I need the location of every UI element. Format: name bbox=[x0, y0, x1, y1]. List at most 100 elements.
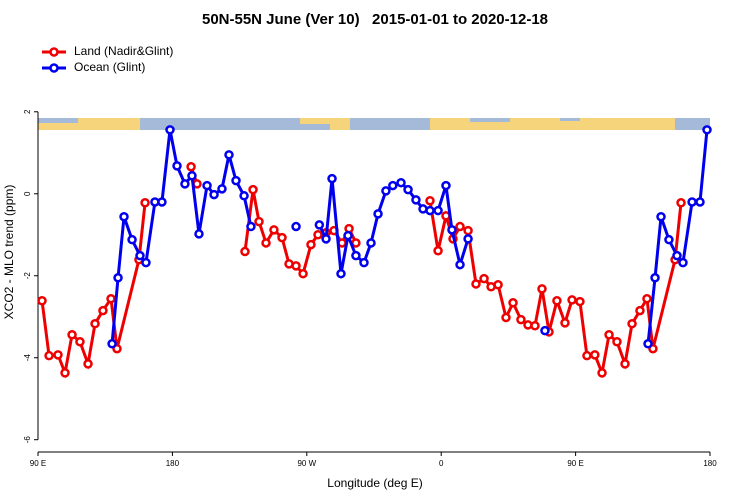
data-point bbox=[113, 273, 123, 283]
y-tick-label: -2 bbox=[23, 272, 32, 280]
data-point bbox=[635, 305, 645, 316]
data-point bbox=[447, 225, 457, 235]
data-point bbox=[627, 318, 637, 329]
data-point bbox=[540, 325, 550, 336]
data-point bbox=[127, 234, 137, 245]
data-point bbox=[217, 184, 227, 194]
data-point bbox=[411, 195, 421, 205]
data-point bbox=[381, 186, 391, 196]
data-point bbox=[254, 216, 264, 227]
data-point bbox=[239, 191, 249, 201]
data-point bbox=[479, 273, 489, 284]
data-point bbox=[140, 198, 150, 208]
data-point bbox=[366, 238, 376, 248]
chart-title: 50N-55N June (Ver 10) 2015-01-01 to 2020… bbox=[202, 11, 548, 28]
data-point bbox=[306, 239, 316, 250]
y-axis-label: XCO2 - MLO trend (ppm) bbox=[2, 185, 16, 320]
data-point bbox=[298, 268, 308, 279]
data-point bbox=[269, 225, 279, 235]
data-point bbox=[141, 257, 151, 268]
map-strip bbox=[38, 118, 710, 130]
series-line bbox=[317, 178, 470, 274]
data-point bbox=[240, 246, 250, 257]
x-axis-label: Longitude (deg E) bbox=[327, 476, 422, 490]
data-point bbox=[530, 321, 540, 331]
data-point bbox=[433, 205, 443, 216]
data-point bbox=[575, 296, 585, 307]
data-point bbox=[343, 230, 353, 241]
data-point bbox=[75, 336, 85, 347]
data-point bbox=[656, 211, 666, 222]
data-point bbox=[441, 180, 451, 191]
data-point bbox=[597, 368, 607, 378]
data-point bbox=[567, 295, 577, 305]
data-point bbox=[336, 268, 346, 279]
data-point bbox=[90, 318, 100, 329]
data-point bbox=[493, 280, 503, 290]
data-point bbox=[359, 257, 369, 268]
y-tick-label: 2 bbox=[23, 109, 32, 114]
data-point bbox=[650, 273, 660, 283]
data-point bbox=[664, 234, 674, 245]
data-point bbox=[224, 150, 234, 160]
data-point bbox=[261, 238, 271, 248]
data-point bbox=[403, 184, 413, 195]
data-point bbox=[277, 232, 287, 243]
y-tick-label: -4 bbox=[23, 354, 32, 362]
data-point bbox=[455, 221, 465, 232]
y-tick-label: 0 bbox=[23, 191, 32, 196]
data-point bbox=[516, 314, 526, 325]
data-point bbox=[60, 368, 70, 378]
y-tick-label: -6 bbox=[23, 436, 32, 444]
data-point bbox=[314, 220, 325, 230]
data-point bbox=[687, 197, 697, 207]
data-point bbox=[44, 350, 54, 361]
data-point bbox=[119, 211, 129, 222]
data-point bbox=[248, 184, 258, 195]
data-point bbox=[425, 195, 435, 206]
data-point bbox=[676, 198, 686, 208]
data-point bbox=[194, 229, 204, 239]
data-point bbox=[107, 339, 117, 349]
data-point bbox=[433, 245, 443, 256]
x-tick-label: 90 W bbox=[297, 459, 316, 468]
data-point bbox=[135, 250, 145, 261]
legend-marker bbox=[49, 63, 59, 73]
data-point bbox=[180, 179, 190, 189]
data-point bbox=[642, 293, 652, 304]
legend-marker bbox=[49, 47, 59, 57]
data-point bbox=[98, 305, 108, 316]
data-point bbox=[455, 259, 465, 270]
data-point bbox=[351, 250, 361, 261]
data-point bbox=[620, 359, 630, 369]
legend-label: Ocean (Glint) bbox=[74, 60, 145, 74]
data-point bbox=[537, 284, 547, 294]
data-point bbox=[291, 221, 301, 232]
data-point bbox=[425, 205, 435, 216]
data-point bbox=[582, 350, 592, 361]
data-point bbox=[165, 125, 175, 135]
data-point bbox=[172, 161, 182, 171]
data-point bbox=[471, 279, 481, 289]
data-point bbox=[53, 350, 63, 360]
data-point bbox=[702, 125, 712, 135]
data-point bbox=[552, 295, 562, 306]
data-point bbox=[327, 173, 337, 184]
x-tick-label: 180 bbox=[703, 459, 717, 468]
data-point bbox=[508, 298, 518, 308]
legend: Land (Nadir&Glint) Ocean (Glint) bbox=[42, 44, 173, 74]
data-point bbox=[37, 295, 47, 306]
data-point bbox=[695, 197, 705, 207]
data-point bbox=[202, 180, 212, 191]
data-point bbox=[672, 250, 682, 261]
data-point bbox=[678, 257, 688, 268]
data-point bbox=[463, 225, 473, 236]
data-point bbox=[246, 221, 256, 232]
data-point bbox=[313, 230, 323, 240]
data-point bbox=[106, 293, 116, 304]
data-point bbox=[209, 189, 219, 200]
legend-label: Land (Nadir&Glint) bbox=[74, 44, 173, 58]
data-point bbox=[186, 161, 196, 172]
data-point bbox=[501, 312, 511, 323]
